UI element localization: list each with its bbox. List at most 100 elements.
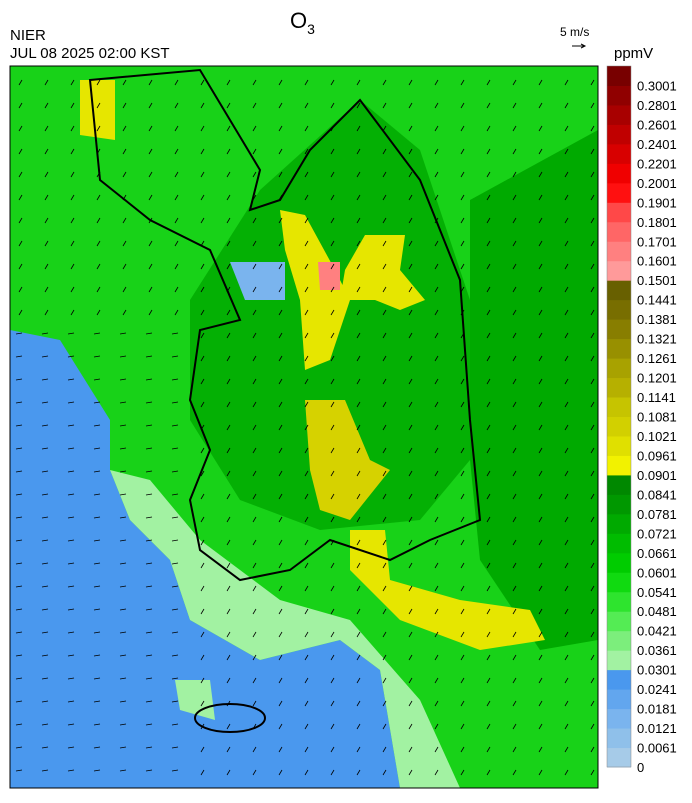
wind-arrow — [590, 654, 595, 661]
wind-arrow — [44, 171, 49, 178]
wind-arrow — [145, 700, 153, 703]
wind-arrow — [93, 378, 101, 381]
wind-arrow — [148, 263, 153, 270]
wind-arrow — [96, 102, 101, 109]
wind-arrow — [200, 447, 205, 454]
wind-arrow — [200, 654, 205, 661]
wind-arrow — [226, 516, 231, 523]
wind-arrow — [171, 677, 179, 680]
wind-arrow — [408, 240, 413, 247]
wind-arrow — [41, 631, 49, 634]
wind-arrow — [434, 769, 439, 776]
wind-arrow — [486, 608, 491, 615]
wind-arrow — [67, 493, 75, 496]
wind-arrow — [122, 263, 127, 270]
wind-arrow — [382, 401, 387, 408]
east-sea-dark — [470, 130, 598, 650]
colorbar-label: 0.0961 — [637, 448, 677, 463]
colorbar-label: 0.0781 — [637, 507, 677, 522]
wind-arrow — [304, 746, 309, 753]
wind-arrow — [382, 723, 387, 730]
colorbar-label: 0.1081 — [637, 410, 677, 425]
colorbar-label: 0.0301 — [637, 663, 677, 678]
wind-arrow — [408, 562, 413, 569]
wind-arrow — [356, 654, 361, 661]
wind-arrow — [67, 355, 75, 358]
wind-arrow — [330, 470, 335, 477]
wind-arrow — [174, 240, 179, 247]
wind-arrow — [486, 309, 491, 316]
wind-arrow — [512, 102, 517, 109]
colorbar-band — [607, 552, 631, 573]
wind-arrow — [174, 194, 179, 201]
wind-arrow — [564, 447, 569, 454]
wind-arrow — [538, 447, 543, 454]
wind-arrow — [278, 378, 283, 385]
wind-arrow — [330, 539, 335, 546]
wind-arrow — [538, 286, 543, 293]
wind-arrow — [330, 148, 335, 155]
wind-arrow — [200, 585, 205, 592]
wind-arrow — [15, 470, 23, 473]
wind-arrow — [434, 677, 439, 684]
wind-arrow — [408, 171, 413, 178]
wind-arrow — [538, 608, 543, 615]
wind-arrow — [538, 263, 543, 270]
wind-arrow — [564, 378, 569, 385]
wind-arrow — [304, 217, 309, 224]
wind-arrow — [460, 654, 465, 661]
wind-arrow — [408, 148, 413, 155]
wind-arrow — [96, 309, 101, 316]
wind-arrow — [408, 539, 413, 546]
wind-arrow — [564, 769, 569, 776]
wind-arrow — [41, 723, 49, 726]
wind-arrow — [382, 539, 387, 546]
wind-arrow — [41, 424, 49, 427]
wind-arrow — [15, 493, 23, 496]
wind-arrow — [512, 585, 517, 592]
wind-arrow — [330, 769, 335, 776]
wind-arrow — [119, 378, 127, 381]
wind-arrow — [145, 769, 153, 772]
wind-arrow — [590, 608, 595, 615]
wind-arrow — [171, 746, 179, 749]
wind-arrow — [15, 447, 23, 450]
wind-arrow — [538, 125, 543, 132]
wind-arrow — [382, 194, 387, 201]
colorbar-band — [607, 299, 631, 320]
wind-arrow — [200, 286, 205, 293]
wind-arrow — [174, 102, 179, 109]
wind-arrow — [119, 631, 127, 634]
wind-arrow — [200, 263, 205, 270]
wind-arrow — [200, 608, 205, 615]
wind-arrow — [41, 401, 49, 404]
wind-arrow — [44, 148, 49, 155]
wind-arrow — [304, 286, 309, 293]
wind-arrow — [122, 309, 127, 316]
wind-scale-arrowhead — [580, 43, 587, 49]
wind-arrow — [564, 516, 569, 523]
wind-arrow — [41, 585, 49, 588]
wind-arrow — [119, 470, 127, 473]
wind-arrow — [278, 217, 283, 224]
wind-arrow — [538, 79, 543, 86]
wind-arrow — [434, 562, 439, 569]
wind-arrow — [408, 217, 413, 224]
wind-arrow — [382, 148, 387, 155]
wind-arrow — [382, 470, 387, 477]
wind-arrow — [15, 332, 23, 335]
wind-arrow — [145, 424, 153, 427]
wind-arrow — [252, 102, 257, 109]
colorbar-label: 0.0121 — [637, 721, 677, 736]
wind-arrow — [200, 516, 205, 523]
wind-arrow — [15, 769, 23, 772]
wind-arrow — [119, 355, 127, 358]
wind-arrow — [538, 194, 543, 201]
wind-arrow — [486, 677, 491, 684]
wind-arrow — [304, 171, 309, 178]
wind-arrow — [200, 470, 205, 477]
wind-arrow — [356, 125, 361, 132]
wind-arrow — [148, 102, 153, 109]
wind-arrow — [434, 424, 439, 431]
